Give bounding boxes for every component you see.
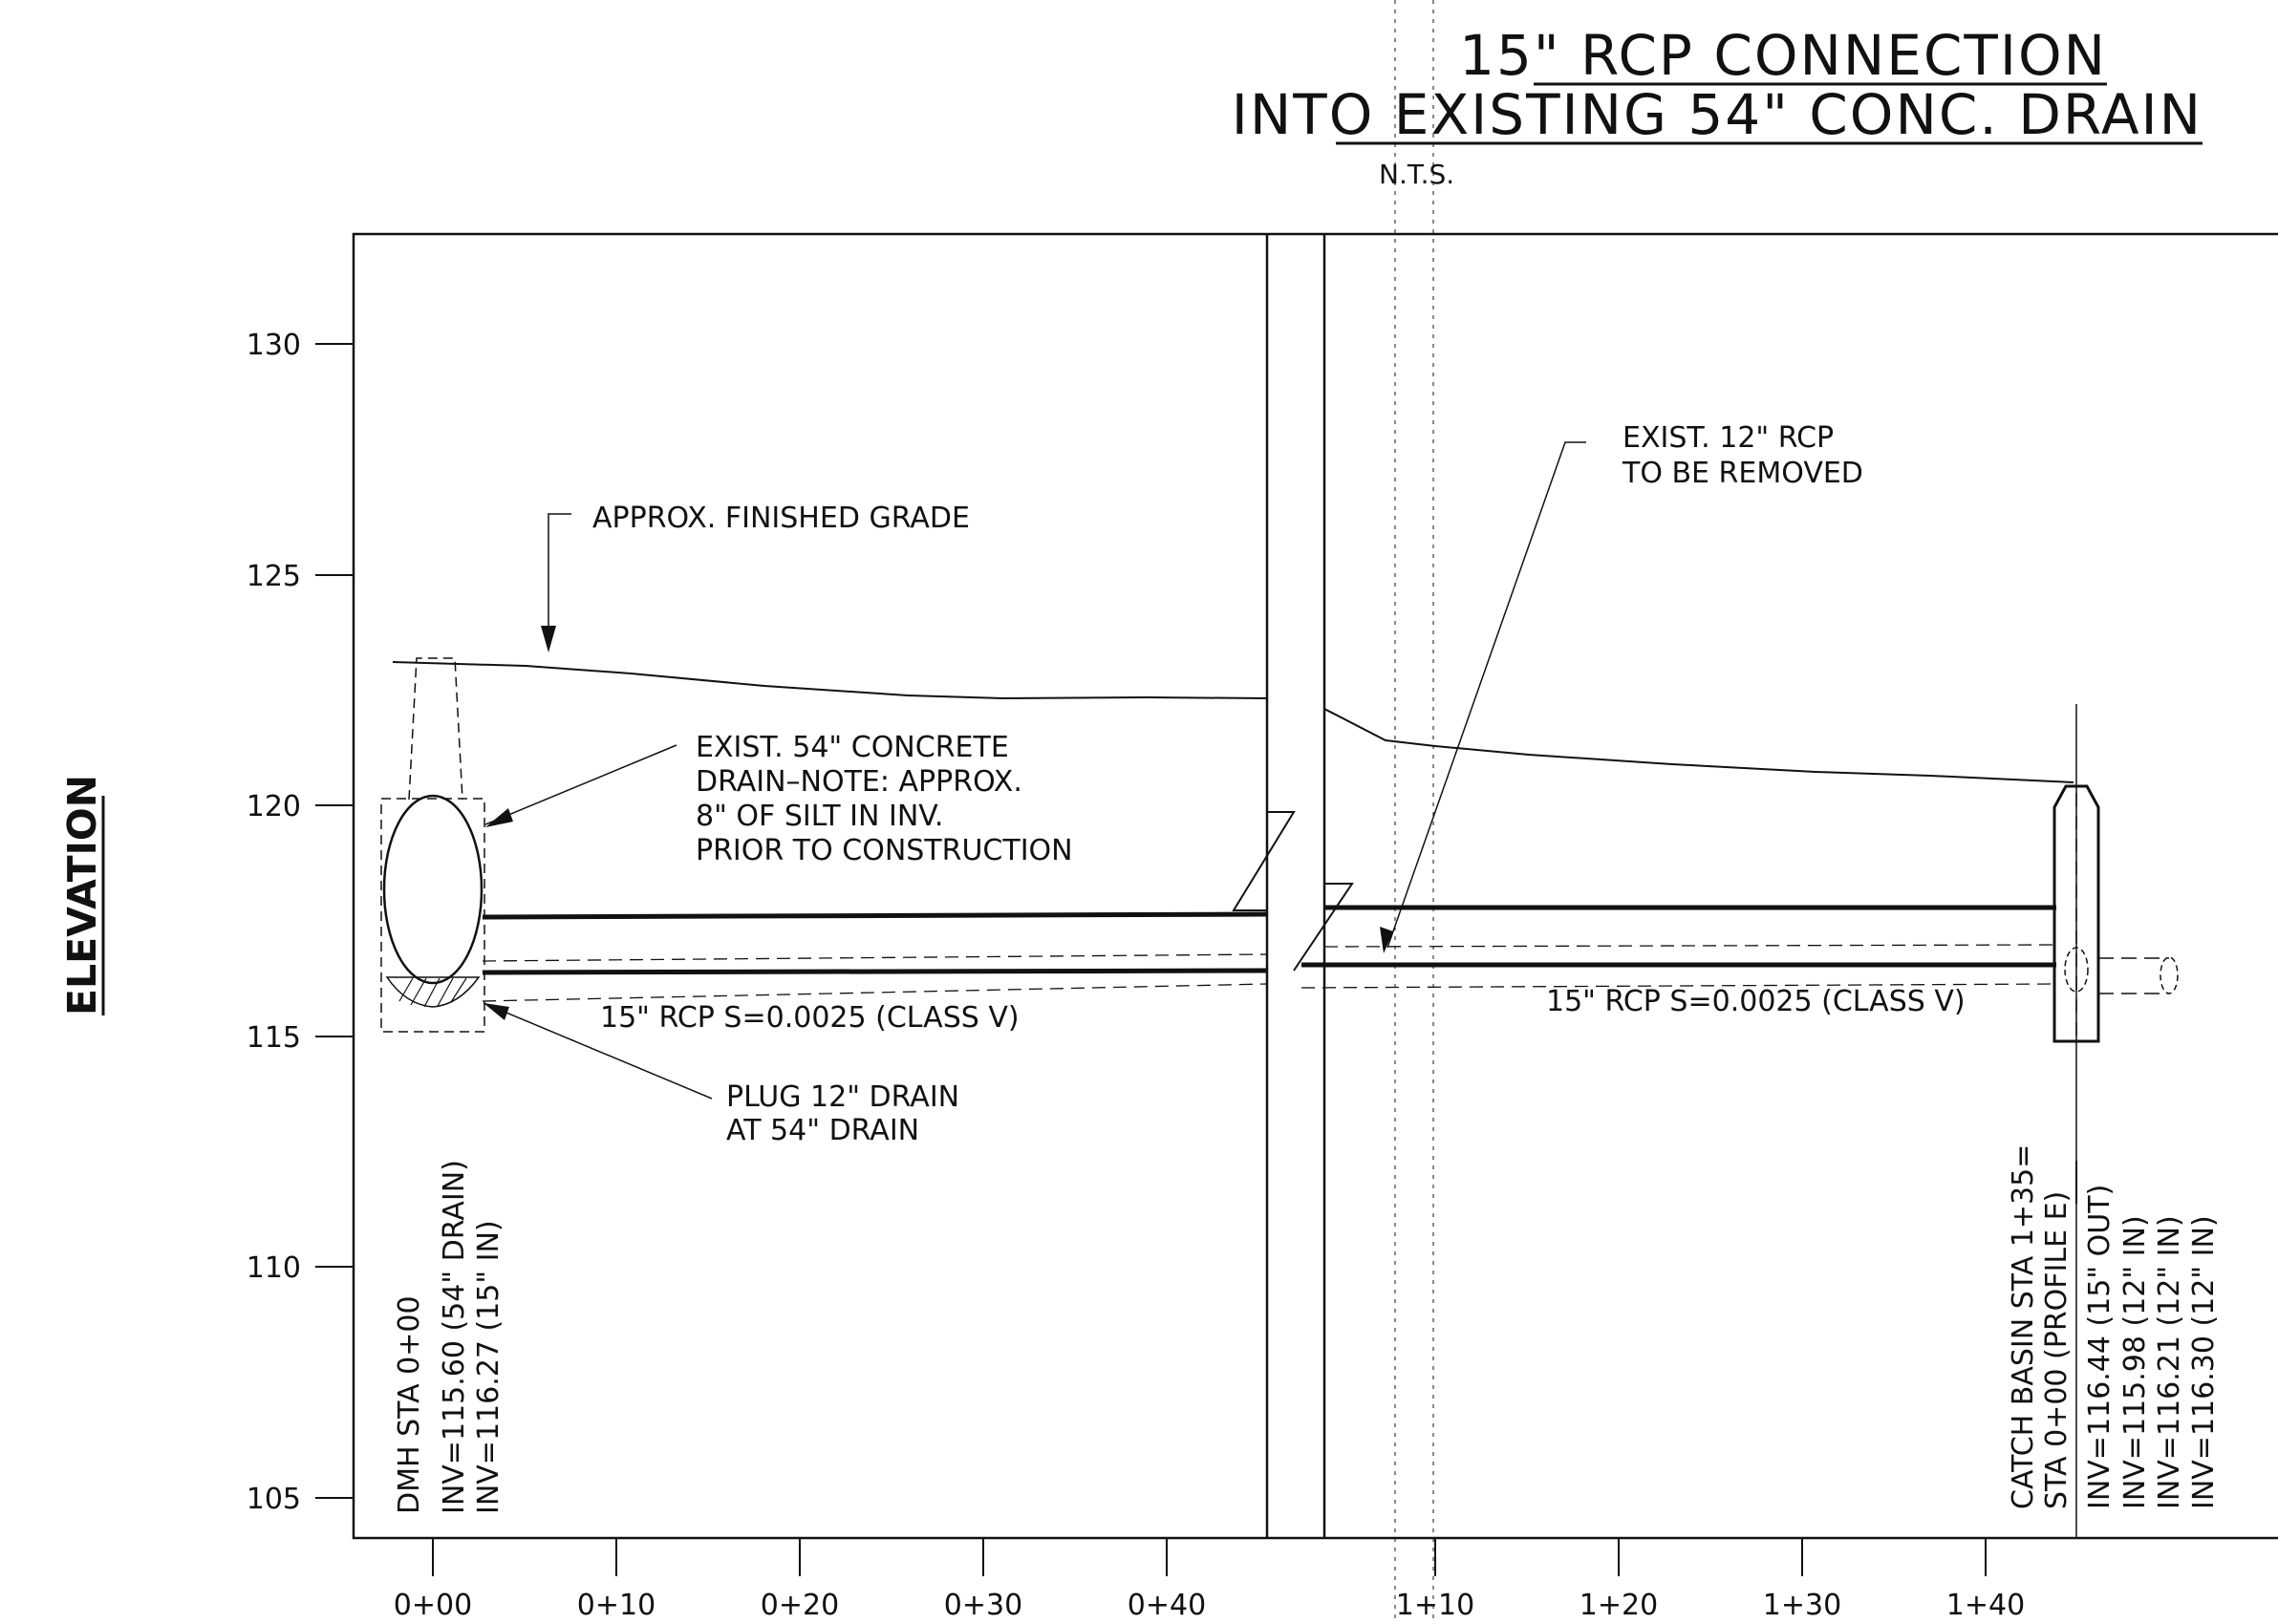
x-tick-0-20: 0+20 (761, 1589, 839, 1622)
cb-invert-2: INV=115.98 (12" IN) (2118, 1215, 2152, 1509)
title-line-2: INTO EXISTING 54" CONC. DRAIN (1232, 82, 2203, 147)
y-tick-115: 115 (247, 1021, 301, 1055)
pipe-left-label: 15" RCP S=0.0025 (CLASS V) (600, 1001, 1020, 1035)
x-tick-0-30: 0+30 (944, 1589, 1022, 1622)
pipe-right-label: 15" RCP S=0.0025 (CLASS V) (1546, 985, 1966, 1018)
exist-drain-label-4: PRIOR TO CONSTRUCTION (696, 834, 1073, 867)
catch-basin-profile: STA 0+00 (PROFILE E) (2040, 1191, 2074, 1509)
dmh-invert-15: INV=116.27 (15" IN) (472, 1220, 505, 1514)
dmh-station-label: DMH STA 0+00 (393, 1295, 426, 1514)
exist-drain-label-2: DRAIN–NOTE: APPROX. (696, 765, 1022, 799)
exist-drain-label-1: EXIST. 54" CONCRETE (696, 731, 1009, 764)
x-tick-0-00: 0+00 (394, 1589, 472, 1622)
catch-basin (2052, 704, 2179, 1538)
cb-invert-3: INV=116.21 (12" IN) (2153, 1215, 2186, 1509)
pipe-15-rcp-right (1300, 905, 2057, 989)
catch-basin-station: CATCH BASIN STA 1+35= (2007, 1144, 2040, 1509)
y-axis (315, 343, 354, 1499)
remove-label-2: TO BE REMOVED (1622, 457, 1863, 490)
x-tick-1-20: 1+20 (1580, 1589, 1658, 1622)
plug-label-2: AT 54" DRAIN (726, 1114, 919, 1147)
x-tick-0-10: 0+10 (577, 1589, 655, 1622)
title-line-1: 15" RCP CONNECTION (1459, 23, 2107, 88)
x-tick-1-30: 1+30 (1763, 1589, 1841, 1622)
exist-drain-label-3: 8" OF SILT IN INV. (696, 800, 943, 833)
x-axis (432, 1538, 1987, 1576)
elevation-label: ELEVATION (59, 775, 105, 1015)
remove-label-1: EXIST. 12" RCP (1623, 421, 1834, 455)
y-tick-110: 110 (247, 1251, 301, 1285)
y-tick-130: 130 (247, 329, 301, 362)
cb-invert-4: INV=116.30 (12" IN) (2187, 1215, 2221, 1509)
plug-label-1: PLUG 12" DRAIN (726, 1080, 959, 1114)
existing-54-drain (380, 657, 485, 1033)
x-tick-1-10: 1+10 (1396, 1589, 1474, 1622)
x-tick-0-40: 0+40 (1128, 1589, 1206, 1622)
scale-note: N.T.S. (1379, 159, 1454, 190)
pipe-15-rcp-left (482, 911, 1268, 1002)
finished-grade-line (392, 661, 1268, 700)
dmh-invert-54: INV=115.60 (54" DRAIN) (438, 1160, 471, 1514)
y-tick-105: 105 (247, 1483, 301, 1516)
y-tick-125: 125 (247, 560, 301, 593)
y-tick-120: 120 (247, 790, 301, 823)
cb-invert-1: INV=116.44 (15" OUT) (2083, 1185, 2117, 1509)
x-tick-1-40: 1+40 (1946, 1589, 2025, 1622)
finished-grade-label: APPROX. FINISHED GRADE (592, 502, 970, 535)
finished-grade-line-right (1323, 708, 2074, 783)
